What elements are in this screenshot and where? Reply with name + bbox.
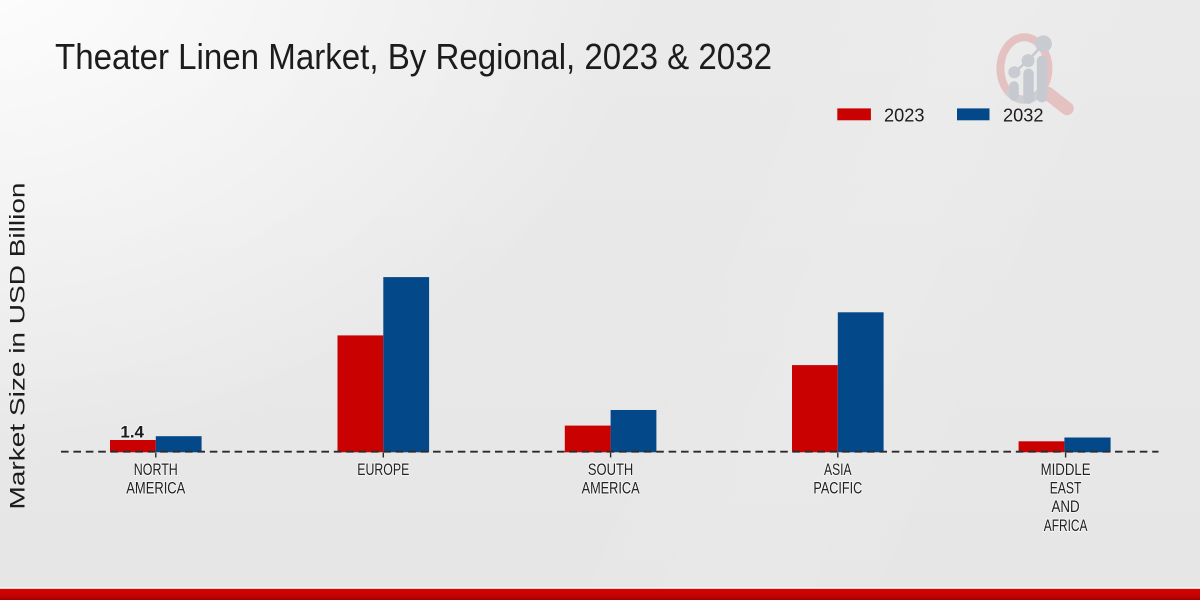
svg-text:AMERICA: AMERICA [126,479,185,498]
svg-text:Theater Linen Market, By Regio: Theater Linen Market, By Regional, 2023 … [55,36,772,77]
svg-text:EUROPE: EUROPE [357,460,409,479]
svg-text:EAST: EAST [1050,479,1082,498]
svg-text:AND: AND [1052,497,1080,516]
svg-text:NORTH: NORTH [134,460,178,479]
svg-text:1.4: 1.4 [120,423,144,441]
svg-text:AMERICA: AMERICA [582,479,640,498]
svg-text:MIDDLE: MIDDLE [1041,460,1091,479]
svg-text:2023: 2023 [884,105,925,126]
svg-text:AFRICA: AFRICA [1044,516,1088,535]
svg-text:2032: 2032 [1003,105,1044,126]
svg-text:SOUTH: SOUTH [588,460,633,479]
svg-text:ASIA: ASIA [824,460,852,479]
svg-text:PACIFIC: PACIFIC [813,479,862,498]
svg-text:Market Size in USD Billion: Market Size in USD Billion [7,183,30,510]
